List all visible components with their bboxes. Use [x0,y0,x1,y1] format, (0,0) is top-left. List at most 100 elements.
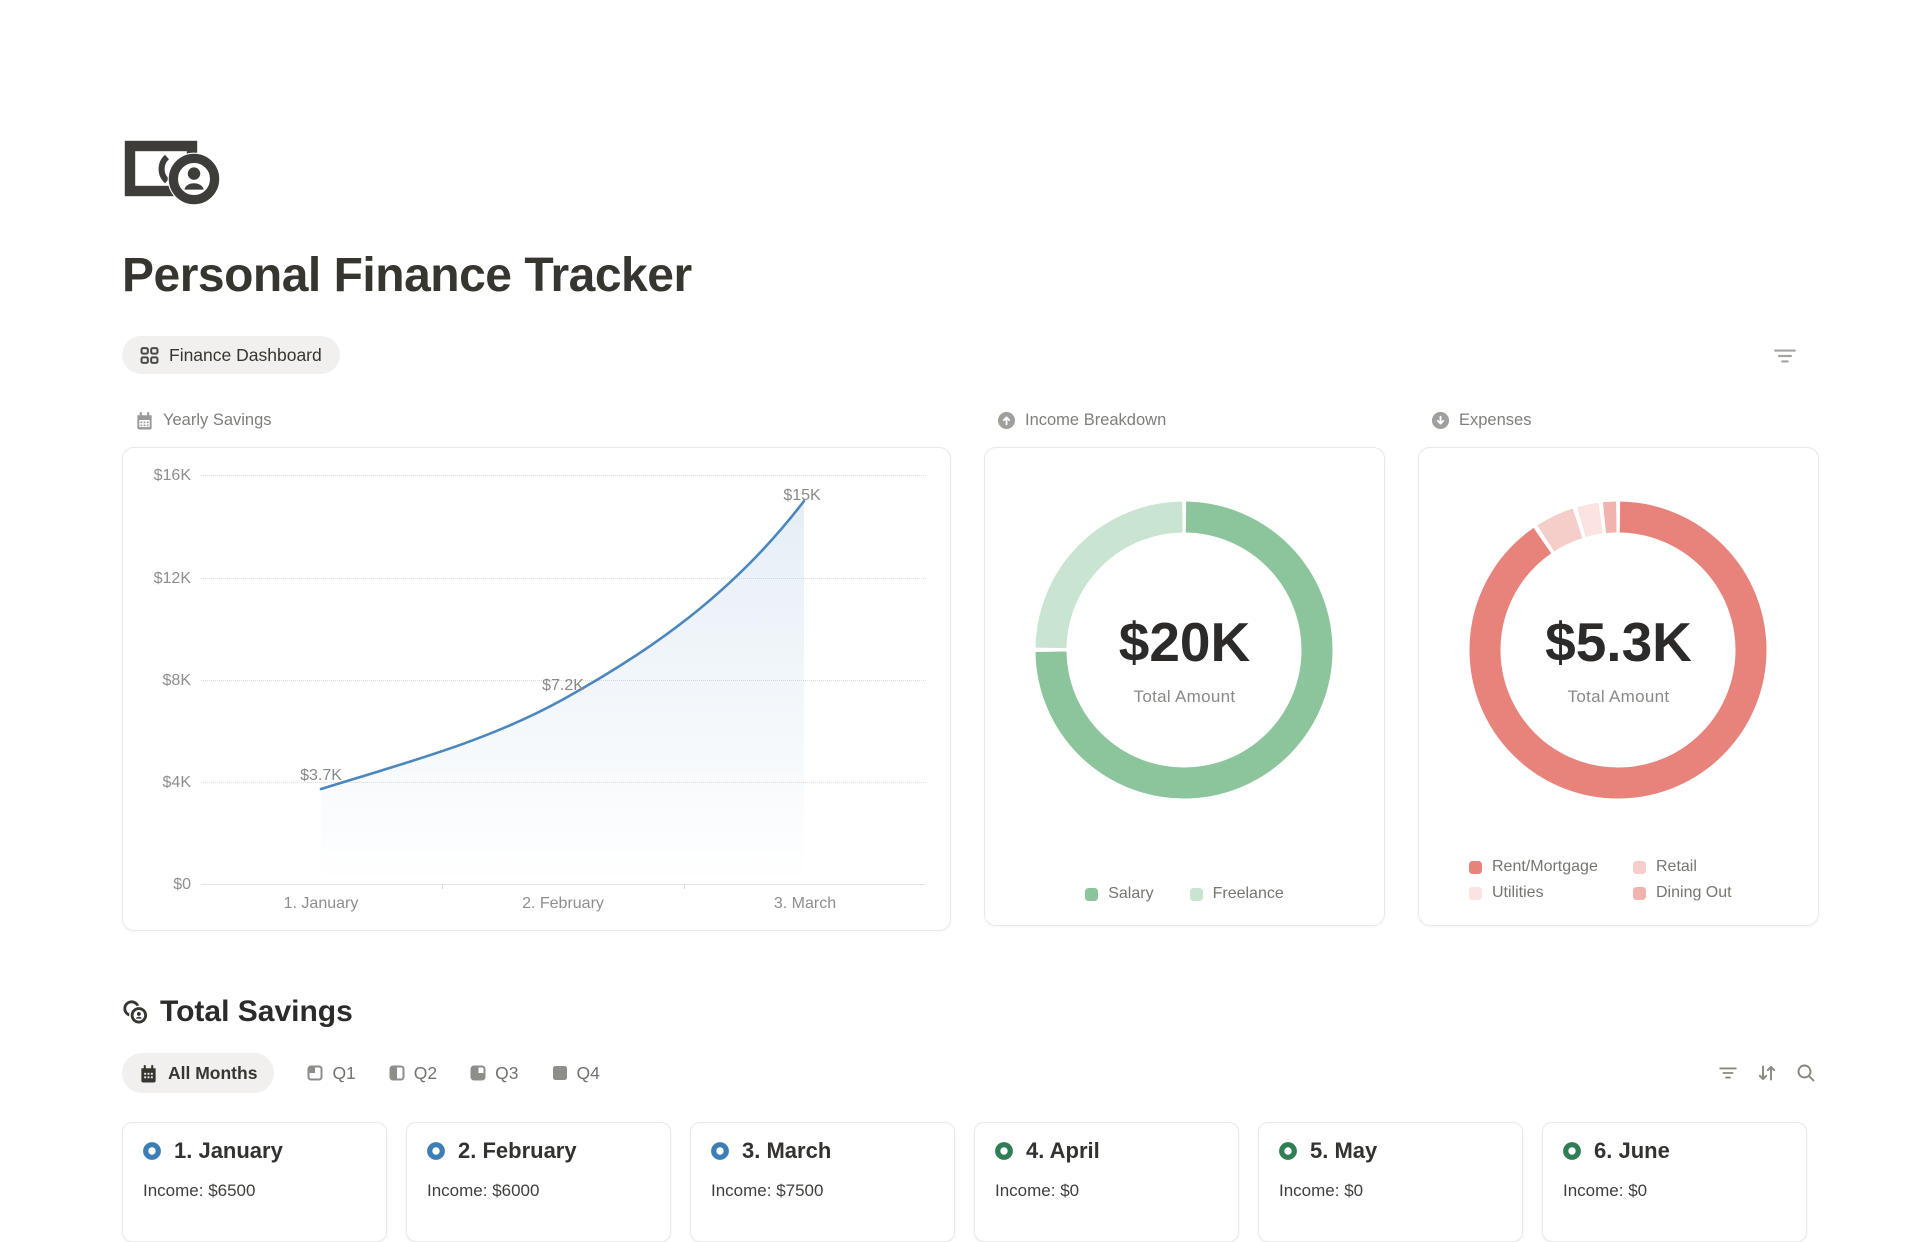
x-axis-line [201,884,926,885]
chart-title: Income Breakdown [1025,411,1167,429]
yearly-savings-column: Yearly Savings $16K $12K $8K $4K $0 [122,408,951,931]
income-breakdown-header: Income Breakdown [997,408,1385,433]
legend-label: Freelance [1212,885,1284,902]
expenses-donut [1469,501,1767,799]
month-card-income: Income: $6500 [143,1181,256,1200]
quarter-2-icon [389,1065,405,1081]
legend-label: Rent/Mortgage [1492,858,1598,875]
legend-label: Dining Out [1656,884,1732,901]
month-card-title: 2. February [458,1138,577,1163]
charts-row: Yearly Savings $16K $12K $8K $4K $0 [122,408,1819,931]
month-card-february[interactable]: 2. February Income: $6000 [406,1122,671,1242]
quarter-1-icon [307,1065,323,1081]
legend-swatch [1189,887,1203,901]
tab-label: Q4 [576,1062,600,1083]
income-donut-center: $20K Total Amount [985,500,1384,800]
tab-q1[interactable]: Q1 [307,1062,356,1084]
legend-item-rent[interactable]: Rent/Mortgage [1469,858,1633,876]
month-ring-icon [1279,1142,1297,1160]
month-card-title: 6. June [1594,1138,1670,1163]
coins-icon [123,999,149,1025]
tab-q2[interactable]: Q2 [389,1063,437,1084]
quarter-3-icon [470,1065,486,1081]
month-card-income: Income: $0 [1279,1181,1364,1200]
y-axis-tick: $4K [162,774,191,791]
legend-item-retail[interactable]: Retail [1633,858,1779,876]
month-card-april[interactable]: 4. April Income: $0 [974,1122,1239,1242]
income-legend: Salary Freelance [985,885,1384,903]
tab-label: Q1 [332,1062,356,1083]
yearly-savings-header: Yearly Savings [135,408,951,433]
tab-q4[interactable]: Q4 [552,1063,600,1084]
quarter-4-icon [552,1066,567,1080]
legend-item-utilities[interactable]: Utilities [1469,884,1633,902]
month-card-income: Income: $6000 [427,1181,540,1200]
y-axis-tick: $8K [162,672,191,689]
income-total-value: $20K [1118,611,1251,673]
month-card-march[interactable]: 3. March Income: $7500 [690,1122,955,1242]
month-ring-icon [995,1142,1013,1160]
total-savings-toolbar [1716,1061,1818,1085]
section-title: Total Savings [160,995,353,1028]
page-title: Personal Finance Tracker [122,249,692,302]
page: Personal Finance Tracker Finance Dashboa… [122,0,1819,1242]
month-ring-icon [143,1142,161,1160]
legend-item-freelance[interactable]: Freelance [1189,885,1284,903]
legend-swatch [1469,860,1482,874]
sort-icon[interactable] [1755,1061,1779,1085]
legend-swatch [1085,887,1099,901]
filter-icon[interactable] [1716,1061,1740,1085]
month-card-income: Income: $0 [1563,1181,1648,1200]
legend-swatch [1633,860,1646,874]
money-banknote-coin-icon [124,140,221,206]
month-card-income: Income: $7500 [711,1181,824,1200]
view-tab-row: Finance Dashboard [122,336,1818,376]
legend-label: Utilities [1492,884,1544,901]
savings-area [321,501,804,884]
data-point-label: $3.7K [300,767,342,784]
tab-label: All Months [168,1062,258,1083]
arrow-up-circle-icon [997,411,1016,430]
yearly-savings-chart-card: $16K $12K $8K $4K $0 [122,447,951,931]
legend-item-salary[interactable]: Salary [1085,885,1154,903]
legend-swatch [1469,886,1482,900]
expenses-total-value: $5.3K [1545,611,1692,673]
dashboard-grid-icon [140,346,159,364]
x-axis-tick [684,885,685,889]
x-axis-label: 3. March [773,895,837,912]
month-ring-icon [427,1142,445,1160]
expenses-legend: Rent/Mortgage Retail Utilities Dining Ou… [1469,858,1779,902]
data-point-label: $15K [783,487,821,504]
expenses-total-label: Total Amount [1567,687,1670,706]
month-cards-row: 1. January Income: $6500 2. February Inc… [122,1122,1807,1242]
tab-all-months[interactable]: All Months [122,1053,275,1093]
calendar-icon [141,1064,156,1083]
gridline [201,578,926,579]
income-breakdown-column: Income Breakdown $20K Total Amount Sa [984,408,1385,931]
x-axis-label: 1. January [283,895,359,912]
tab-q3[interactable]: Q3 [470,1062,519,1084]
legend-swatch [1633,886,1646,900]
calendar-icon [137,411,152,430]
month-card-january[interactable]: 1. January Income: $6500 [122,1122,387,1242]
search-icon[interactable] [1794,1061,1818,1085]
income-breakdown-chart-card: $20K Total Amount Salary Freelance [984,447,1385,926]
month-card-may[interactable]: 5. May Income: $0 [1258,1122,1523,1242]
expenses-chart-card: $5.3K Total Amount Rent/Mortgage Retail … [1418,447,1819,926]
filter-icon[interactable] [1772,343,1798,369]
legend-label: Retail [1656,858,1697,875]
legend-item-dining-out[interactable]: Dining Out [1633,884,1779,902]
month-card-title: 1. January [174,1138,283,1163]
x-axis-label: 2. February [522,895,604,912]
income-donut [1035,501,1333,799]
month-ring-icon [1563,1142,1581,1160]
month-card-june[interactable]: 6. June Income: $0 [1542,1122,1807,1242]
chart-title: Yearly Savings [163,411,272,429]
income-total-label: Total Amount [1133,687,1236,706]
total-savings-tabs: All Months Q1 Q2 Q3 [122,1053,1818,1093]
month-card-income: Income: $0 [995,1181,1080,1200]
tab-label: Q3 [495,1062,519,1083]
view-tab-finance-dashboard[interactable]: Finance Dashboard [122,336,340,374]
month-card-title: 4. April [1026,1138,1100,1163]
tab-label: Q2 [413,1062,438,1083]
